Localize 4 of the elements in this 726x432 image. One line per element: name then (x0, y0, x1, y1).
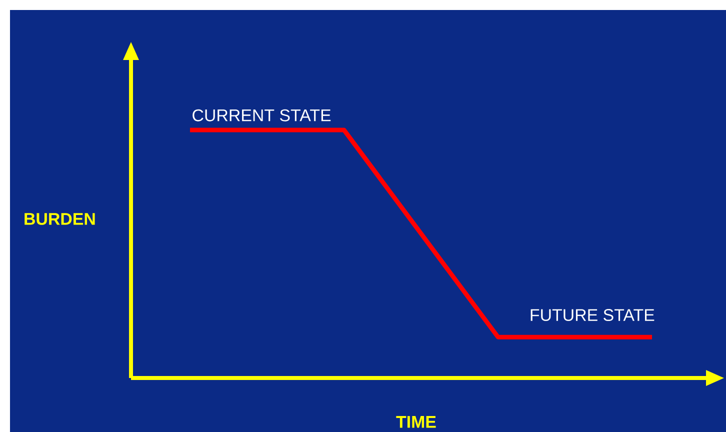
text: CURRENT STATE (192, 109, 331, 122)
annotation: FUTURE STATE (530, 309, 654, 322)
y-axis-title: BURDEN (24, 213, 95, 225)
x-axis-title: TIME (396, 416, 436, 428)
